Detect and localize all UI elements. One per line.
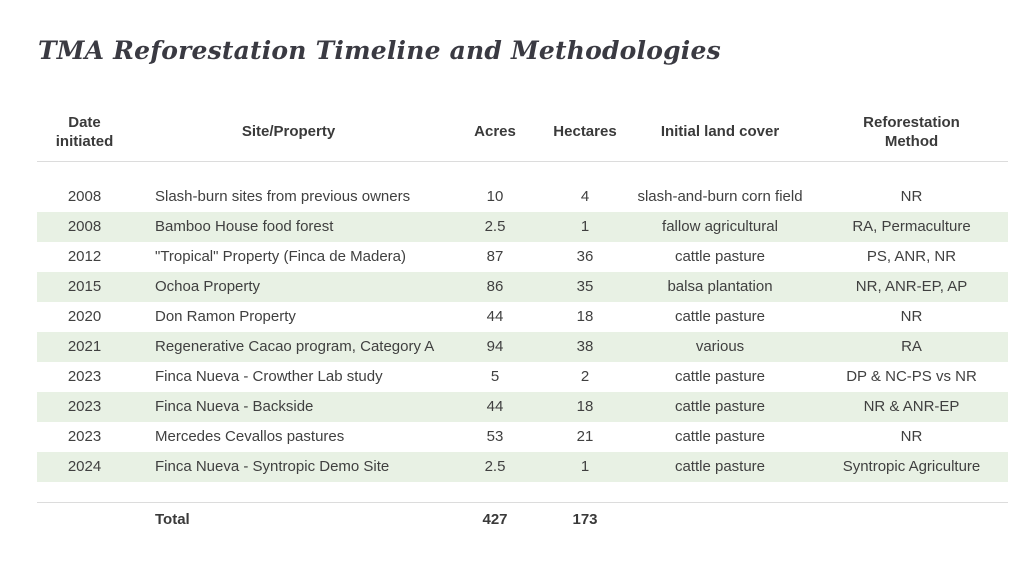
table-cell: 38 — [545, 332, 625, 362]
table-cell: 5 — [490, 368, 500, 385]
table-cell: 18 — [545, 392, 625, 422]
table-row: 2021 Regenerative Cacao program, Category… — [37, 332, 1008, 362]
col-header-reforestation-method: Reforestation Method — [815, 111, 1008, 162]
table-row: 2023 Mercedes Cevallos pastures 53 21 cattle… — [37, 422, 1008, 452]
page-title: TMA Reforestation Timeline and Methodolo… — [38, 36, 721, 65]
table-cell: cattle pasture — [674, 248, 766, 265]
table-cell: 2015 — [37, 272, 132, 302]
table-cell: Finca Nueva - Syntropic Demo Site — [132, 452, 445, 482]
col-header-date-initiated: Date initiated — [37, 111, 132, 162]
total-acres: 427 — [482, 511, 508, 529]
table-cell: 2.5 — [445, 452, 545, 482]
table-cell: 2008 — [37, 212, 132, 242]
table-cell: 44 — [445, 392, 545, 422]
table-body: 2008 Slash-burn sites from previous owner… — [37, 161, 1008, 482]
table-row: 2012 "Tropical" Property (Finca de Madera… — [37, 242, 1008, 272]
total-label: Total — [155, 511, 190, 529]
col-header-hectares: Hectares — [545, 111, 625, 162]
table-cell: Finca Nueva - Backside — [132, 392, 445, 422]
table-cell: 2 — [580, 368, 590, 385]
table-header: Date initiated Site/Property Acres Hecta… — [37, 111, 1008, 162]
col-header-initial-land-cover: Initial land cover — [625, 111, 815, 162]
table-cell: 2.5 — [445, 212, 545, 242]
table-cell: Bamboo House food forest — [132, 212, 445, 242]
table-cell: NR — [900, 188, 923, 205]
reforestation-table: Date initiated Site/Property Acres Hecta… — [37, 111, 1008, 538]
table-cell: RA — [815, 332, 1008, 362]
total-row: Total 427 173 — [37, 502, 1008, 538]
table-cell: fallow agricultural — [625, 212, 815, 242]
table-cell: 2008 — [67, 188, 102, 205]
table-cell: DP & NC-PS vs NR — [846, 368, 977, 385]
table-row: 2024 Finca Nueva - Syntropic Demo Site 2.5… — [37, 452, 1008, 482]
table-row: 2020 Don Ramon Property 44 18 cattle pasture… — [37, 302, 1008, 332]
table-cell: 1 — [545, 212, 625, 242]
table-cell: 94 — [445, 332, 545, 362]
table-cell: Syntropic Agriculture — [815, 452, 1008, 482]
table-cell: 18 — [576, 308, 594, 325]
table-cell: various — [625, 332, 815, 362]
table-cell: 10 — [486, 188, 504, 205]
table-cell: cattle pasture — [674, 428, 766, 445]
table-cell: NR & ANR-EP — [815, 392, 1008, 422]
table-cell: Don Ramon Property — [155, 308, 296, 325]
table-row: 2008 Slash-burn sites from previous owner… — [37, 182, 1008, 212]
table-cell: "Tropical" Property (Finca de Madera) — [155, 248, 407, 265]
table-cell: 86 — [445, 272, 545, 302]
table-cell: cattle pasture — [674, 308, 766, 325]
spacer-row-bottom — [37, 482, 1008, 503]
table-cell: 36 — [576, 248, 594, 265]
table-cell: 87 — [486, 248, 504, 265]
table-footer: Total 427 173 — [37, 482, 1008, 538]
header-row: Date initiated Site/Property Acres Hecta… — [37, 111, 1008, 162]
table-cell: cattle pasture — [625, 452, 815, 482]
table-cell: 1 — [545, 452, 625, 482]
table-cell: RA, Permaculture — [815, 212, 1008, 242]
table-cell: 2023 — [67, 368, 102, 385]
table-cell: 2024 — [37, 452, 132, 482]
table-row: 2023 Finca Nueva - Backside 44 18 cattle pas… — [37, 392, 1008, 422]
table-row: 2008 Bamboo House food forest 2.5 1 fallow a… — [37, 212, 1008, 242]
table-cell: 44 — [486, 308, 504, 325]
spacer-row — [37, 161, 1008, 182]
table-cell: 2023 — [67, 428, 102, 445]
table-cell: NR, ANR-EP, AP — [815, 272, 1008, 302]
table-cell: NR — [900, 308, 923, 325]
table-cell: 2023 — [37, 392, 132, 422]
table-cell: 2021 — [37, 332, 132, 362]
table-cell: Regenerative Cacao program, Category A — [132, 332, 445, 362]
table-cell: cattle pasture — [625, 392, 815, 422]
table-row: 2023 Finca Nueva - Crowther Lab study 5 2 ca… — [37, 362, 1008, 392]
table-cell: 21 — [576, 428, 594, 445]
table-cell: Slash-burn sites from previous owners — [155, 188, 411, 205]
table-cell: Ochoa Property — [132, 272, 445, 302]
table-cell: 35 — [545, 272, 625, 302]
table-cell: slash-and-burn corn field — [637, 188, 803, 205]
table-cell: 2012 — [67, 248, 102, 265]
table-cell: balsa plantation — [625, 272, 815, 302]
table-cell: NR — [900, 428, 923, 445]
table-cell: 2020 — [67, 308, 102, 325]
table-cell: Mercedes Cevallos pastures — [155, 428, 345, 445]
table-cell: Finca Nueva - Crowther Lab study — [155, 368, 383, 385]
total-hectares: 173 — [572, 511, 598, 529]
table-cell: cattle pasture — [674, 368, 766, 385]
col-header-acres: Acres — [445, 111, 545, 162]
table-cell: 4 — [580, 188, 590, 205]
col-header-site-property: Site/Property — [132, 111, 445, 162]
table-cell: PS, ANR, NR — [866, 248, 957, 265]
table-row: 2015 Ochoa Property 86 35 balsa plantation NR… — [37, 272, 1008, 302]
table-cell: 53 — [486, 428, 504, 445]
